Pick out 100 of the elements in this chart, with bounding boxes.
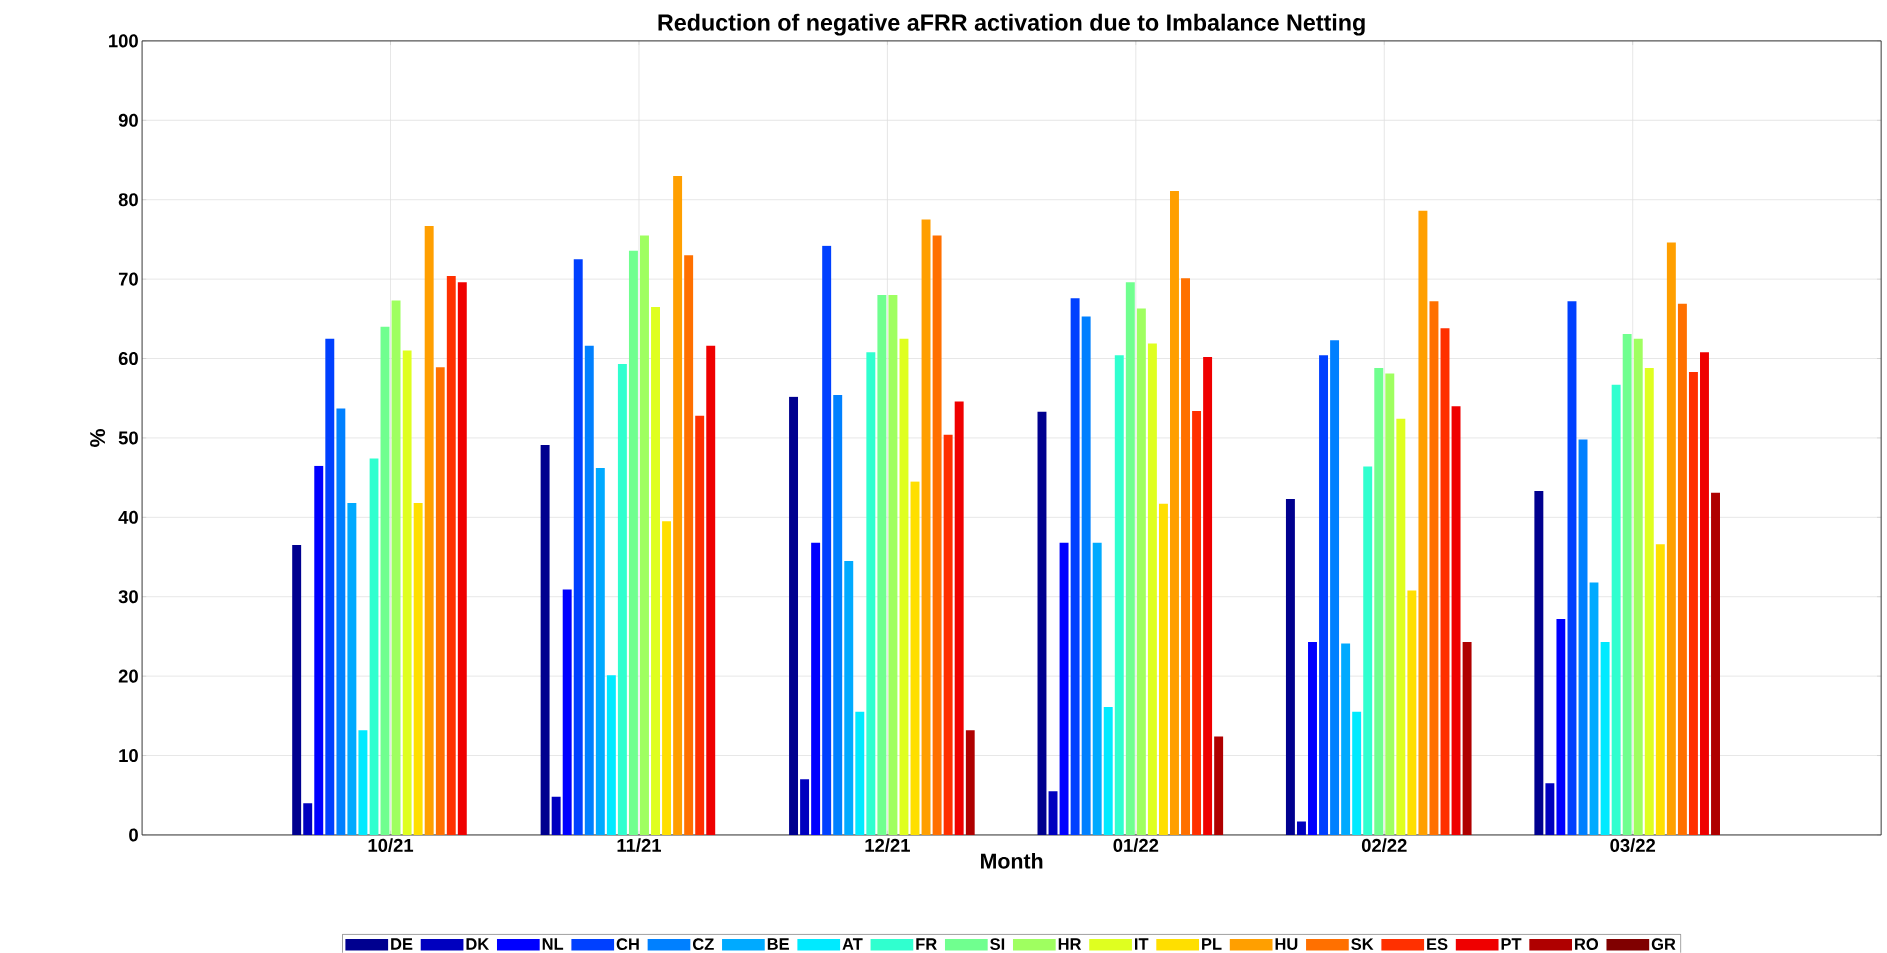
- legend-label: ES: [1427, 938, 1448, 951]
- bar: [347, 503, 357, 836]
- bar: [1385, 373, 1395, 836]
- bar: [435, 367, 445, 836]
- bar: [358, 730, 368, 836]
- bar: [1451, 406, 1461, 836]
- bar: [1600, 642, 1610, 836]
- legend-label: AT: [842, 938, 863, 950]
- bar: [1462, 642, 1472, 836]
- bar: [800, 779, 810, 836]
- bar: [1567, 301, 1577, 836]
- bar: [866, 352, 876, 836]
- bar: [584, 345, 594, 836]
- bar: [314, 465, 324, 836]
- bar: [1308, 642, 1317, 836]
- bar: [1147, 343, 1157, 836]
- bar: [1556, 619, 1566, 836]
- legend-label: DK: [466, 938, 490, 950]
- bar: [651, 306, 660, 836]
- y-tick-label: 70: [118, 272, 138, 286]
- bar: [1285, 499, 1295, 836]
- legend-label: GR: [1651, 938, 1676, 951]
- bar: [540, 445, 550, 836]
- bar: [457, 282, 467, 836]
- bar: [1296, 821, 1306, 836]
- legend-label: NL: [542, 938, 564, 950]
- bar: [877, 295, 887, 836]
- bar: [1125, 282, 1135, 836]
- y-tick-label: 10: [119, 749, 138, 763]
- bar: [1214, 736, 1224, 836]
- bar: [1700, 352, 1709, 836]
- y-tick-label: 90: [118, 113, 138, 127]
- y-axis-title: %: [90, 429, 106, 447]
- bar: [1330, 340, 1340, 836]
- bar: [1181, 278, 1190, 836]
- bar: [965, 730, 975, 836]
- legend-label: RO: [1575, 938, 1599, 951]
- x-tick-label: 11/21: [617, 838, 662, 853]
- legend-label: FR: [916, 938, 937, 950]
- bar: [1429, 301, 1439, 836]
- y-tick-label: 60: [118, 352, 138, 366]
- bar: [402, 350, 412, 836]
- legend-label: DE: [391, 938, 413, 950]
- bar: [1048, 791, 1058, 836]
- y-tick-label: 80: [118, 193, 138, 207]
- bar: [1534, 491, 1544, 836]
- bar: [1103, 707, 1113, 836]
- legend-label: CZ: [692, 938, 714, 951]
- bar: [391, 300, 401, 836]
- bar: [1374, 368, 1384, 836]
- x-tick-label: 02/22: [1361, 838, 1407, 853]
- bar: [1677, 303, 1687, 836]
- x-tick-label: 01/22: [1113, 838, 1159, 853]
- bar: [606, 675, 616, 836]
- bar: [943, 434, 953, 836]
- bar: [855, 711, 865, 836]
- bar: [1158, 503, 1168, 836]
- bar: [1589, 582, 1599, 836]
- bar: [413, 503, 423, 836]
- bar: [1688, 372, 1698, 836]
- bar: [673, 175, 683, 836]
- bar: [844, 561, 854, 836]
- bar: [446, 276, 456, 836]
- x-axis-title: Month: [981, 853, 1043, 869]
- bar: [325, 338, 335, 836]
- legend-label: PL: [1202, 938, 1222, 950]
- y-tick-label: 100: [109, 34, 138, 48]
- bar: [1633, 338, 1643, 836]
- y-tick-label: 30: [118, 590, 138, 604]
- legend-label: SK: [1351, 938, 1374, 951]
- bar: [303, 803, 313, 836]
- bar: [424, 225, 434, 836]
- bar: [954, 401, 964, 836]
- bar: [1655, 544, 1665, 836]
- bar: [921, 219, 931, 836]
- bar: [562, 589, 572, 836]
- x-tick-label: 03/22: [1610, 838, 1656, 853]
- bar: [292, 545, 302, 836]
- bar: [1440, 328, 1450, 836]
- bar: [1545, 783, 1555, 836]
- bar: [932, 235, 942, 836]
- chart-title: Reduction of negative aFRR activation due to Imbalance Netting: [658, 13, 1365, 36]
- legend-label: IT: [1134, 938, 1149, 950]
- legend-label: HU: [1275, 938, 1298, 950]
- bar: [1319, 355, 1329, 836]
- bar: [684, 255, 694, 836]
- bar: [888, 295, 898, 836]
- bar: [573, 259, 583, 836]
- bar: [833, 395, 843, 836]
- bar: [1081, 316, 1091, 836]
- bar: [706, 345, 716, 836]
- bar: [617, 364, 627, 836]
- bar: [1711, 492, 1720, 836]
- bar: [1114, 355, 1124, 836]
- bar: [1363, 466, 1373, 836]
- bar: [1170, 191, 1179, 836]
- bar: [662, 521, 672, 836]
- bar: [1666, 242, 1676, 836]
- bar: [1407, 590, 1417, 836]
- bar: [1203, 357, 1213, 836]
